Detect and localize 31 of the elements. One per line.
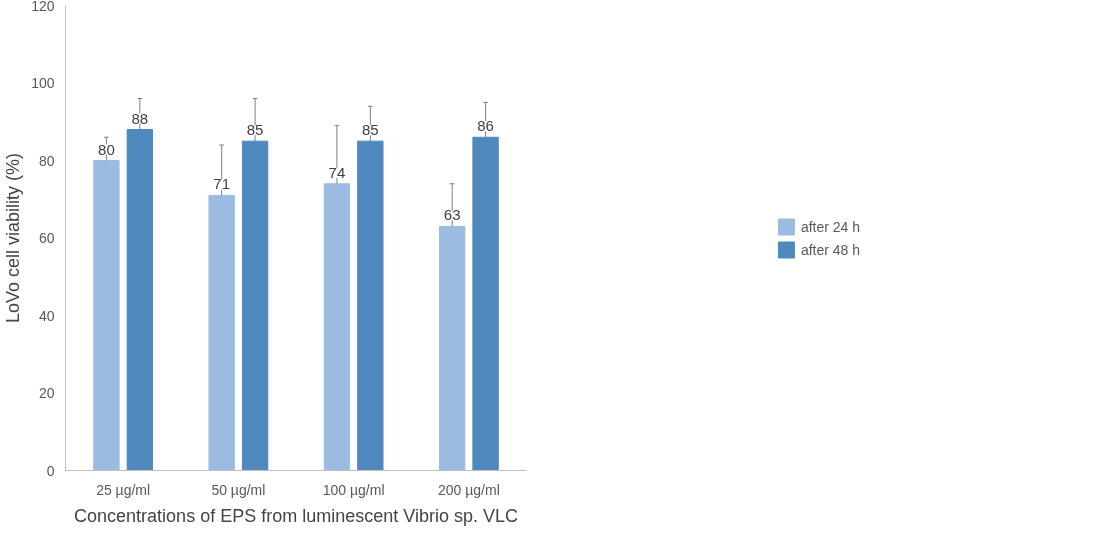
y-tick-label: 20 <box>38 385 55 401</box>
x-tick-label: 100 µg/ml <box>322 481 385 498</box>
x-tick-label: 25 µg/ml <box>96 481 151 498</box>
data-label: 74 <box>328 163 346 181</box>
y-tick-label: 100 <box>31 75 55 91</box>
data-label: 88 <box>131 109 149 127</box>
data-label: 80 <box>98 140 115 158</box>
bar <box>438 225 466 471</box>
data-label: 71 <box>213 175 231 193</box>
bar <box>357 140 384 471</box>
bar <box>208 194 235 471</box>
data-label: 86 <box>477 117 494 135</box>
x-axis-title: Concentrations of EPS from luminescent Vibrio sp. VLC <box>74 505 518 526</box>
x-tick-label: 50 µg/ml <box>211 481 266 498</box>
y-tick-label: 80 <box>38 152 55 169</box>
x-tick-label: 200 µg/ml <box>437 481 500 498</box>
data-label: 85 <box>361 121 379 139</box>
y-axis-title: LoVo cell viability (%) <box>3 152 24 324</box>
y-tick-label: 60 <box>38 230 55 246</box>
y-tick-label: 40 <box>38 307 55 324</box>
legend-label: after 24 h <box>800 218 861 234</box>
bar <box>323 183 351 471</box>
y-tick-label: 0 <box>46 462 55 479</box>
legend-label: after 48 h <box>800 241 861 257</box>
bar <box>472 136 499 471</box>
bar <box>93 160 120 471</box>
data-label: 85 <box>246 121 264 139</box>
bar <box>126 129 154 471</box>
data-label: 63 <box>443 206 461 224</box>
bar <box>241 140 269 471</box>
y-tick-label: 120 <box>31 0 55 14</box>
